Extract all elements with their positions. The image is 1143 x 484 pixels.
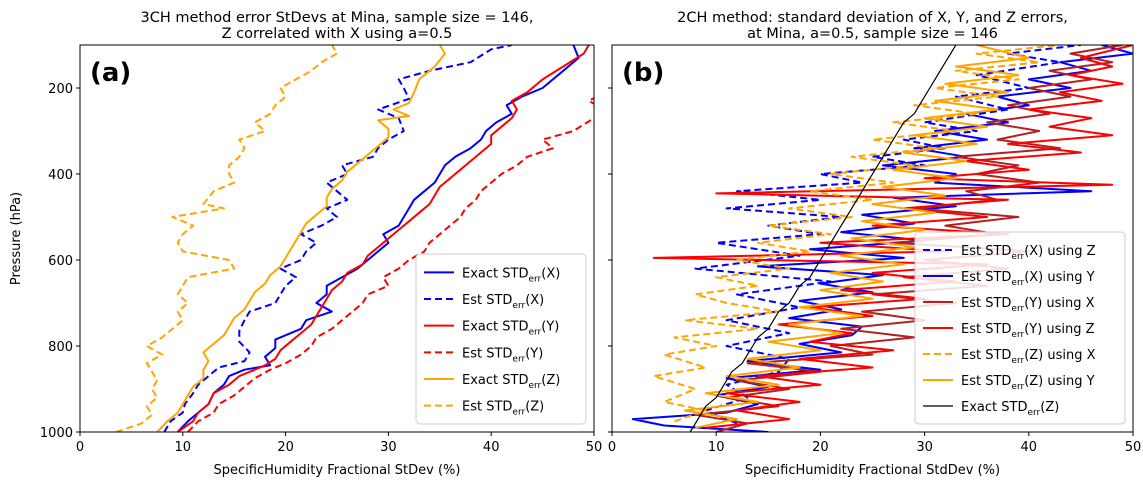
legend-entry: Exact STDerr(Z) xyxy=(961,400,1059,418)
x-tick-label: 0 xyxy=(608,440,616,455)
panel-label: (a) xyxy=(90,58,131,88)
legend-entry: Est STDerr(Y) using Z xyxy=(961,322,1095,340)
x-tick-label: 40 xyxy=(483,440,500,455)
chart-title-line: 2CH method: standard deviation of X, Y, … xyxy=(677,10,1068,26)
legend-entry: Exact STDerr(Y) xyxy=(462,320,559,338)
panel-label: (b) xyxy=(622,58,664,88)
x-tick-label: 0 xyxy=(76,440,84,455)
chart-title-line: 3CH method error StDevs at Mina, sample … xyxy=(140,10,533,26)
legend-entry: Est STDerr(Y) using X xyxy=(961,296,1095,314)
series-line xyxy=(187,96,594,432)
x-tick-label: 40 xyxy=(1021,440,1038,455)
series-line xyxy=(177,45,590,432)
y-tick-label: 1000 xyxy=(40,426,73,441)
series-line xyxy=(156,45,446,432)
x-tick-label: 10 xyxy=(175,440,192,455)
series-line xyxy=(694,45,1082,425)
y-tick-label: 400 xyxy=(48,168,73,183)
plot-frame xyxy=(611,44,1134,433)
legend-entry: Est STDerr(Z) using X xyxy=(961,348,1096,366)
legend-entry: Est STDerr(X) xyxy=(462,293,544,311)
x-tick-label: 20 xyxy=(277,440,294,455)
series-group xyxy=(631,45,1133,432)
legend-entry: Est STDerr(Z) xyxy=(462,400,544,418)
x-tick-label: 30 xyxy=(380,440,397,455)
plot-frame xyxy=(79,44,595,433)
legend-entry: Exact STDerr(X) xyxy=(462,266,560,284)
legend-entry: Exact STDerr(Z) xyxy=(462,373,560,391)
y-axis-label: Pressure (hPa) xyxy=(9,192,24,285)
series-line xyxy=(115,45,338,432)
x-tick-label: 50 xyxy=(1125,440,1142,455)
series-group xyxy=(115,45,594,432)
legend-entry: Est STDerr(Y) xyxy=(462,346,543,364)
y-tick-label: 800 xyxy=(48,340,73,355)
legend: Exact STDerr(X) Est STDerr(X) Exact STDerr… xyxy=(415,253,587,425)
x-tick-label: 20 xyxy=(812,440,829,455)
series-line xyxy=(652,45,1133,429)
legend-entry: Est STDerr(X) using Y xyxy=(961,270,1095,288)
panel-a: 3CH method error StDevs at Mina, sample … xyxy=(9,10,603,478)
y-tick-label: 600 xyxy=(48,254,73,269)
legend-box xyxy=(415,253,587,425)
x-axis-label: SpecificHumidity Fractional StDev (%) xyxy=(214,463,461,478)
series-line xyxy=(683,45,1030,429)
legend-box xyxy=(914,231,1126,425)
chart-title-line: Z correlated with X using a=0.5 xyxy=(222,26,453,42)
y-tick-label: 200 xyxy=(48,82,73,97)
x-tick-label: 50 xyxy=(586,440,603,455)
chart-title-line: at Mina, a=0.5, sample size = 146 xyxy=(747,26,998,42)
series-line xyxy=(689,45,957,432)
series-line xyxy=(652,45,1061,423)
x-tick-label: 30 xyxy=(916,440,933,455)
x-tick-label: 10 xyxy=(708,440,725,455)
series-line xyxy=(176,45,580,432)
legend-entry: Est STDerr(X) using Z xyxy=(961,244,1096,262)
series-line xyxy=(163,45,513,432)
legend-entry: Est STDerr(Z) using Y xyxy=(961,374,1095,392)
x-axis-label: SpecificHumidity Fractional StdDev (%) xyxy=(745,463,1000,478)
panel-b: 2CH method: standard deviation of X, Y, … xyxy=(608,10,1141,478)
legend: Est STDerr(X) using Z Est STDerr(X) using… xyxy=(914,231,1126,425)
